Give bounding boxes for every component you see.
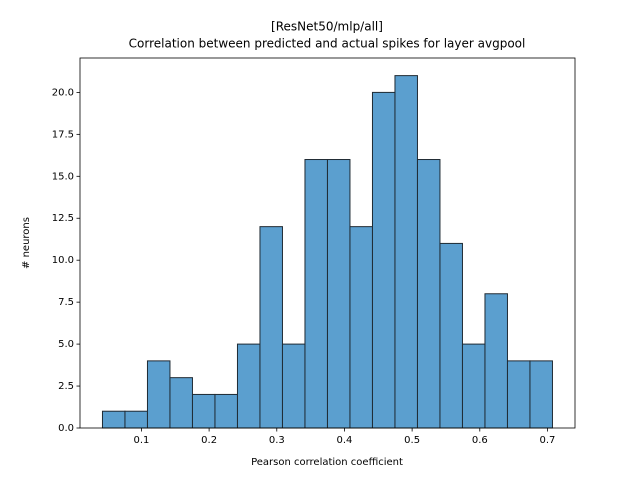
y-tick-label: 20.0 bbox=[52, 87, 74, 98]
chart-title: [ResNet50/mlp/all] bbox=[271, 20, 383, 34]
plot-frame bbox=[79, 57, 576, 429]
x-tick-label: 0.1 bbox=[133, 435, 149, 446]
bar bbox=[281, 343, 306, 429]
y-tick-label: 7.5 bbox=[58, 297, 74, 308]
bar bbox=[461, 343, 486, 429]
bar bbox=[101, 410, 126, 429]
bar bbox=[169, 377, 193, 429]
bar bbox=[529, 360, 553, 429]
bar bbox=[349, 226, 373, 429]
y-tick-label: 2.5 bbox=[58, 381, 74, 392]
y-tick-label: 17.5 bbox=[52, 129, 74, 140]
bar bbox=[394, 75, 418, 429]
y-tick-label: 5.0 bbox=[58, 339, 74, 350]
y-axis-label: # neurons bbox=[21, 217, 32, 269]
x-tick-label: 0.7 bbox=[540, 435, 556, 446]
x-tick-label: 0.2 bbox=[201, 435, 217, 446]
bar bbox=[326, 159, 351, 429]
y-tick-label: 15.0 bbox=[52, 171, 74, 182]
x-tick-label: 0.5 bbox=[404, 435, 420, 446]
chart-subtitle: Correlation between predicted and actual… bbox=[129, 37, 526, 51]
bar bbox=[304, 159, 328, 429]
bar bbox=[416, 159, 441, 429]
y-tick-label: 10.0 bbox=[52, 255, 74, 266]
bar bbox=[484, 293, 508, 429]
bar bbox=[146, 360, 171, 429]
x-tick-label: 0.6 bbox=[472, 435, 488, 446]
bar bbox=[259, 226, 283, 429]
bar bbox=[214, 393, 238, 429]
bar bbox=[371, 91, 396, 429]
bar bbox=[506, 360, 531, 429]
y-tick-label: 12.5 bbox=[52, 213, 74, 224]
bar bbox=[191, 393, 216, 429]
y-tick-label: 0.0 bbox=[58, 423, 74, 434]
bar bbox=[439, 242, 463, 429]
bar bbox=[124, 410, 148, 429]
x-tick-label: 0.3 bbox=[269, 435, 285, 446]
x-tick-label: 0.4 bbox=[336, 435, 352, 446]
bar bbox=[236, 343, 261, 429]
x-axis-label: Pearson correlation coefficient bbox=[251, 457, 403, 468]
